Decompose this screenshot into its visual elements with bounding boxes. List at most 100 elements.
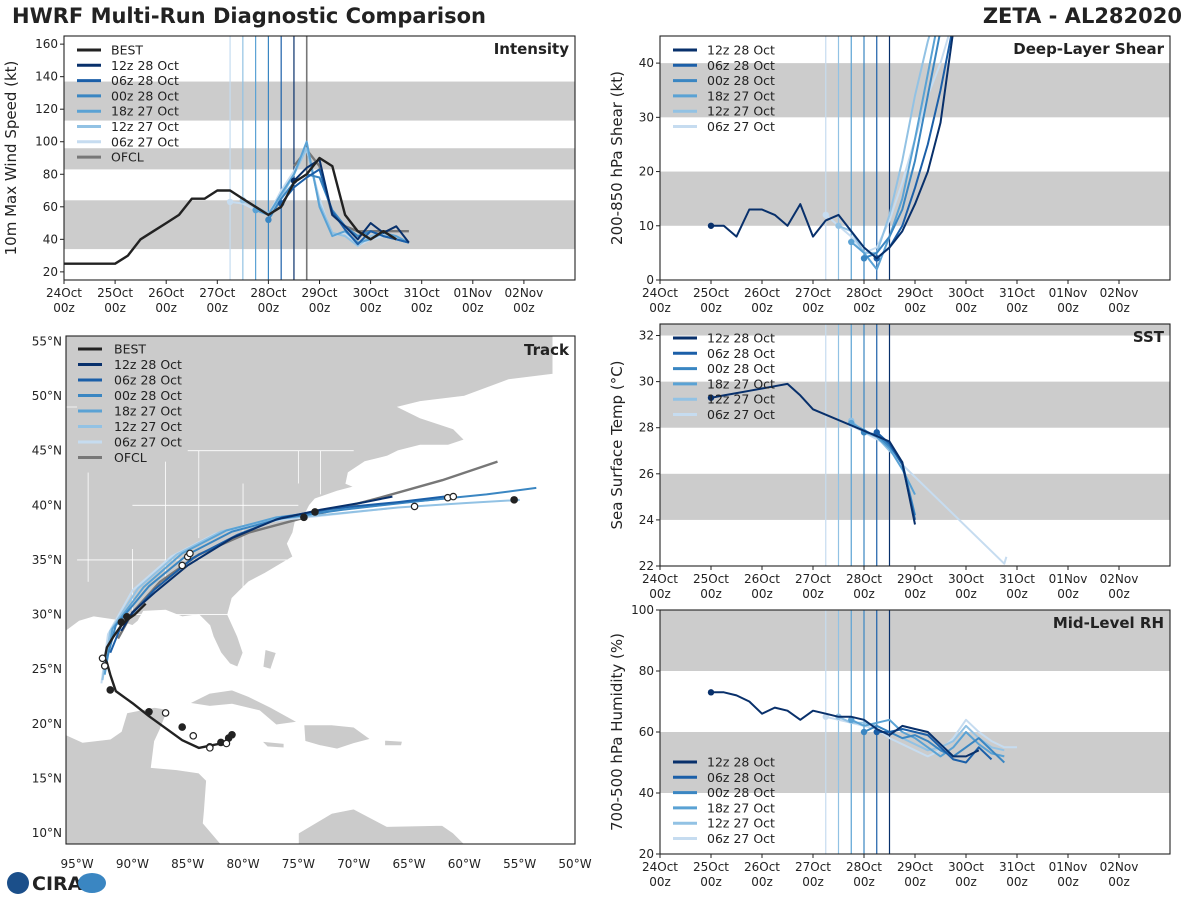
track-position-marker (510, 496, 518, 504)
track-forecast-marker (189, 732, 198, 740)
shear-y-tick-label: 0 (646, 273, 654, 287)
sst-x-tick-label: 26Oct (744, 572, 780, 586)
rh-x-tick-sublabel: 00z (1057, 875, 1079, 889)
sst-series-start-point (873, 429, 880, 436)
shear-series-start-point (860, 255, 868, 262)
intensity-plot-area (64, 36, 575, 280)
shear-x-tick-label: 31Oct (999, 286, 1035, 300)
sst-x-tick-label: 31Oct (999, 572, 1035, 586)
rh-plot-area (660, 610, 1170, 854)
rh-y-tick-label: 100 (631, 603, 654, 617)
rh-x-tick-sublabel: 00z (700, 875, 722, 889)
central-america-land (66, 669, 222, 844)
rh-threshold-band (660, 732, 1170, 793)
rh-series-line (825, 715, 1017, 758)
rh-legend-label: 06z 28 Oct (707, 770, 775, 785)
intensity-x-tick-label: 27Oct (199, 286, 235, 300)
intensity-x-tick-label: 01Nov (453, 286, 492, 300)
track-forecast-marker (222, 739, 231, 748)
track-plot-area (66, 336, 575, 844)
sst-x-tick-sublabel: 00z (1006, 587, 1028, 601)
track-x-tick-label: 60°W (448, 857, 481, 871)
intensity-x-tick-label: 31Oct (404, 286, 440, 300)
rh-legend-label: 00z 28 Oct (707, 785, 775, 800)
shear-x-tick-sublabel: 00z (955, 301, 977, 315)
rh-legend-label: 18z 27 Oct (707, 800, 775, 815)
intensity-y-axis-label: 10m Max Wind Speed (kt) (2, 61, 20, 256)
intensity-x-tick-sublabel: 00z (411, 301, 433, 315)
shear-x-tick-label: 25Oct (693, 286, 729, 300)
intensity-x-tick-label: 26Oct (148, 286, 184, 300)
track-y-tick-label: 10°N (32, 826, 62, 840)
intensity-x-tick-label: 28Oct (250, 286, 286, 300)
sst-y-tick-label: 32 (639, 329, 654, 343)
sst-legend-label: 00z 28 Oct (707, 361, 775, 376)
shear-x-tick-sublabel: 00z (904, 301, 926, 315)
rh-series-start-point (860, 728, 868, 736)
sst-series-start-point (707, 394, 715, 401)
sst-x-tick-label: 27Oct (795, 572, 831, 586)
hispaniola-land (303, 724, 372, 750)
intensity-y-tick-label: 140 (35, 70, 58, 84)
sst-y-axis-label: Sea Surface Temp (°C) (608, 360, 626, 529)
shear-y-tick-label: 10 (639, 219, 654, 233)
intensity-y-tick-label: 100 (35, 135, 58, 149)
south-america-land (297, 808, 465, 844)
sst-x-tick-sublabel: 00z (955, 587, 977, 601)
intensity-legend-label: 18z 27 Oct (111, 104, 179, 119)
intensity-legend-label: 06z 27 Oct (111, 134, 179, 149)
bahamas-land (262, 648, 277, 670)
shear-series-line (711, 36, 954, 260)
shear-x-tick-sublabel: 00z (802, 301, 824, 315)
sst-x-tick-sublabel: 00z (1057, 587, 1079, 601)
shear-plot-area (660, 36, 1170, 280)
track-legend-label: 18z 27 Oct (114, 404, 182, 419)
rh-y-axis-label: 700-500 hPa Humidity (%) (608, 633, 626, 831)
track-y-tick-label: 15°N (32, 771, 62, 785)
rh-series-start-point (848, 716, 855, 723)
rh-x-tick-sublabel: 00z (853, 875, 875, 889)
intensity-x-tick-sublabel: 00z (155, 301, 177, 315)
intensity-series-start-point (265, 216, 272, 224)
sst-y-tick-label: 30 (639, 375, 654, 389)
sst-series-line (710, 382, 916, 525)
shear-series-line (850, 36, 937, 271)
rh-x-tick-sublabel: 00z (1006, 875, 1028, 889)
sst-x-tick-label: 02Nov (1100, 572, 1139, 586)
intensity-series-line (280, 168, 410, 246)
intensity-y-tick-label: 160 (35, 37, 58, 51)
shear-y-tick-label: 20 (639, 165, 654, 179)
rh-panel-title: Mid-Level RH (1053, 614, 1164, 632)
sst-x-tick-sublabel: 00z (853, 587, 875, 601)
track-forecast-marker (178, 561, 186, 570)
shear-x-tick-label: 24Oct (642, 286, 678, 300)
track-forecast-marker (161, 709, 170, 717)
intensity-x-tick-label: 29Oct (301, 286, 337, 300)
intensity-x-tick-label: 02Nov (505, 286, 544, 300)
track-y-tick-label: 55°N (32, 334, 62, 348)
rh-x-tick-label: 30Oct (948, 860, 984, 874)
track-position-marker (300, 513, 308, 522)
shear-legend-label: 06z 28 Oct (707, 58, 775, 73)
track-position-marker (145, 708, 153, 716)
sst-x-tick-label: 28Oct (846, 572, 882, 586)
track-y-tick-label: 20°N (32, 717, 62, 731)
track-x-tick-label: 50°W (558, 857, 591, 871)
intensity-x-tick-sublabel: 00z (309, 301, 331, 315)
shear-y-tick-label: 40 (639, 56, 654, 70)
intensity-x-tick-sublabel: 00z (462, 301, 484, 315)
track-x-tick-label: 90°W (116, 857, 149, 871)
sst-x-tick-label: 24Oct (642, 572, 678, 586)
shear-x-tick-label: 02Nov (1100, 286, 1139, 300)
intensity-series-line (293, 158, 410, 244)
rh-series-line (838, 715, 1005, 752)
shear-x-tick-sublabel: 00z (751, 301, 773, 315)
intensity-legend-label: 12z 27 Oct (111, 119, 179, 134)
sst-legend-label: 18z 27 Oct (707, 376, 775, 391)
intensity-series-line (64, 156, 397, 265)
track-forecast-marker (98, 654, 107, 663)
track-x-tick-label: 70°W (337, 857, 370, 871)
rh-legend-label: 06z 27 Oct (707, 831, 775, 846)
sst-y-tick-label: 28 (639, 421, 654, 435)
rh-series-line (863, 724, 1005, 764)
